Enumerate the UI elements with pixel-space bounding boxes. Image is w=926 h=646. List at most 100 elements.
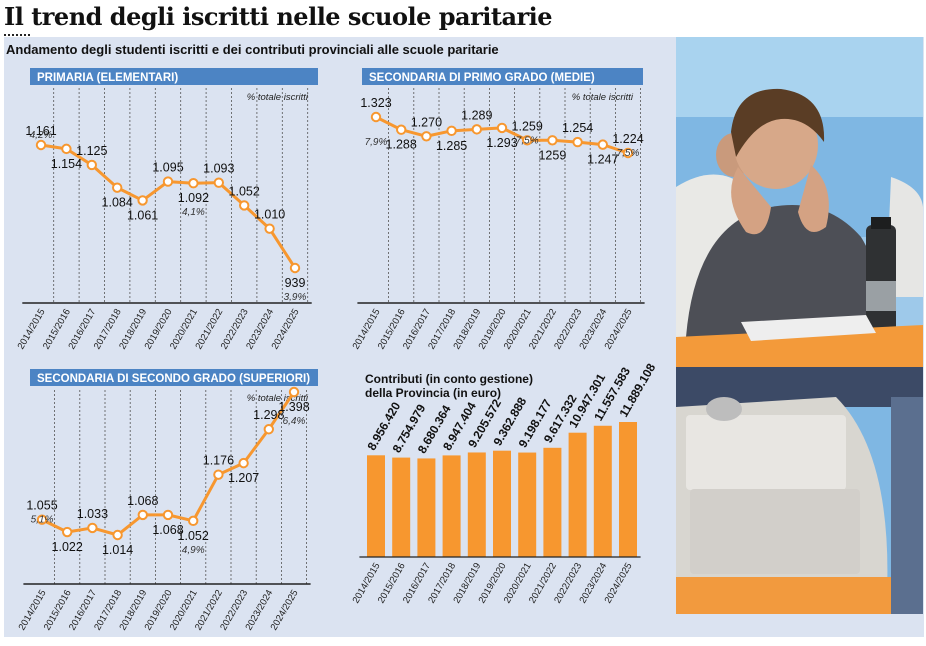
data-point [112, 182, 123, 193]
data-point [137, 509, 149, 521]
data-label: 1.125 [76, 144, 107, 158]
data-label: 1.398 [278, 400, 309, 414]
student-photo-illustration [676, 37, 923, 614]
percent-label: 7,9% [365, 137, 388, 148]
data-label: 1.092 [178, 191, 209, 205]
data-point [239, 200, 250, 211]
chart-note: % totale iscritti [247, 393, 309, 404]
data-point [213, 469, 224, 480]
data-point [35, 139, 47, 151]
data-point [597, 139, 608, 150]
page-subtitle: Andamento degli studenti iscritti e dei … [6, 42, 499, 57]
data-label: 1.161 [25, 124, 56, 138]
chart-header-bg [30, 369, 318, 386]
data-point [496, 122, 508, 134]
title-dots-decoration [4, 34, 30, 36]
chart-note: % totale iscritti [247, 92, 309, 103]
data-label: 1.061 [127, 208, 158, 222]
percent-label: 7,5% [617, 148, 640, 159]
data-point [36, 514, 48, 525]
data-point [396, 124, 407, 135]
chart-title: PRIMARIA (ELEMENTARI) [37, 72, 178, 84]
student-photo [676, 37, 923, 614]
percent-label: 6,4% [283, 416, 306, 427]
data-label: 1.176 [203, 454, 234, 468]
chart-title: SECONDARIA DI PRIMO GRADO (MEDIE) [369, 72, 595, 84]
bar [467, 452, 486, 557]
data-point [162, 176, 174, 187]
data-point [86, 159, 98, 171]
chart-header-bg [30, 68, 318, 85]
data-point [288, 386, 300, 398]
bar-chart-title-line: della Provincia (in euro) [365, 386, 501, 400]
data-label: 939 [285, 276, 306, 290]
data-point [162, 509, 174, 521]
data-label: 1.270 [411, 115, 442, 129]
data-point [188, 515, 199, 527]
chart-header-bg [362, 68, 643, 85]
data-point [446, 125, 457, 137]
data-point [572, 136, 583, 148]
data-label: 1.068 [152, 523, 183, 537]
data-label: 1.207 [228, 471, 259, 485]
bar [493, 450, 511, 557]
data-label: 1.259 [512, 119, 543, 133]
data-label: 1.288 [386, 138, 417, 152]
page-title: Il trend degli iscritti nelle scuole par… [4, 2, 553, 31]
percent-label: 4,9% [182, 545, 205, 556]
data-point [61, 143, 72, 155]
data-label: 1.033 [77, 507, 108, 521]
data-point [61, 526, 73, 538]
data-label: 1259 [538, 148, 566, 162]
bar [593, 425, 612, 557]
data-point [263, 424, 274, 435]
percent-label: 3,9% [284, 292, 307, 303]
bar [392, 457, 411, 557]
data-point [188, 178, 199, 189]
data-label: 1.084 [102, 196, 133, 210]
bar [367, 455, 385, 557]
data-point [370, 111, 382, 123]
bar-chart-title-line: Contributi (in conto gestione) [365, 372, 533, 386]
data-point [471, 124, 482, 135]
data-label: 1.254 [562, 121, 593, 135]
data-label: 1.298 [253, 408, 284, 422]
data-label: 1.055 [26, 499, 57, 513]
bar [568, 432, 587, 557]
chart-title: SECONDARIA DI SECONDO GRADO (SUPERIORI) [37, 373, 310, 385]
data-label: 1.093 [203, 162, 234, 176]
data-point [622, 147, 634, 159]
bar [518, 452, 537, 557]
data-label: 1.323 [360, 96, 391, 110]
data-label: 1.247 [587, 153, 618, 167]
percent-label: 4,2% [30, 130, 53, 141]
data-label: 1.095 [152, 161, 183, 175]
bar [442, 455, 461, 557]
percent-label: 7,5% [516, 135, 539, 146]
data-label: 1.224 [612, 132, 643, 146]
data-label: 1.293 [486, 136, 517, 150]
bar [543, 447, 562, 557]
bar [619, 422, 637, 557]
data-point [112, 529, 123, 541]
data-point [238, 457, 249, 469]
bar [417, 458, 436, 557]
data-label: 1.010 [254, 208, 285, 222]
data-label: 1.289 [461, 108, 492, 122]
data-point [264, 223, 275, 234]
data-label: 1.285 [436, 139, 467, 153]
data-label: 1.154 [51, 157, 82, 171]
percent-label: 4,1% [182, 207, 205, 218]
data-label: 1.068 [127, 494, 158, 508]
data-label: 1.052 [178, 529, 209, 543]
data-label: 1.014 [102, 543, 133, 557]
data-point [421, 131, 432, 142]
data-point [522, 135, 533, 146]
data-point [547, 135, 558, 146]
data-label: 1.022 [52, 540, 83, 554]
data-point [289, 262, 301, 274]
data-point [213, 177, 225, 188]
data-point [87, 522, 98, 534]
data-label: 1.052 [229, 184, 260, 198]
